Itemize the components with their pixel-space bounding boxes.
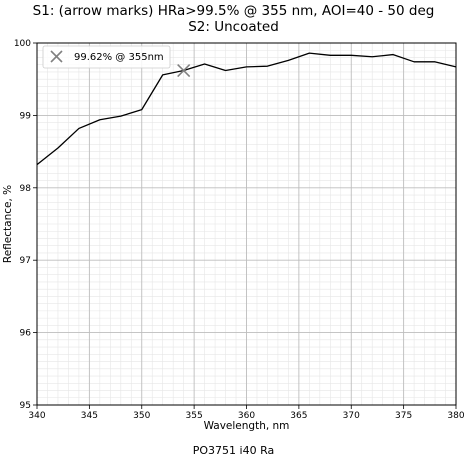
- x-tick-label: 375: [395, 411, 412, 421]
- y-tick-label: 100: [14, 39, 31, 49]
- x-tick-label: 340: [28, 411, 45, 421]
- legend-box: [42, 45, 171, 69]
- plot-frame: [36, 42, 457, 406]
- marker-x-icon: [177, 63, 191, 78]
- chart-title-line-2: S2: Uncoated: [188, 19, 279, 35]
- chart-title-line-1: S1: (arrow marks) HRa>99.5% @ 355 nm, AO…: [33, 3, 435, 19]
- legend: 99.62% @ 355nm: [42, 45, 171, 69]
- x-tick-label: 355: [186, 411, 203, 421]
- series-layer: [36, 52, 457, 166]
- y-tick-label: 98: [20, 184, 32, 194]
- reflectance-series-line: [36, 52, 457, 166]
- x-tick-label: 345: [81, 411, 98, 421]
- legend-label: 99.62% @ 355nm: [74, 52, 164, 63]
- y-tick-label: 95: [20, 401, 31, 411]
- y-axis-label: Reflectance, %: [2, 185, 14, 263]
- x-tick-label: 380: [447, 411, 464, 421]
- x-tick-label: 350: [133, 411, 150, 421]
- x-tick-label: 370: [343, 411, 360, 421]
- legend-x-marker-icon: [50, 50, 63, 63]
- x-tick-label: 365: [290, 411, 307, 421]
- x-axis-label: Wavelength, nm: [204, 420, 290, 432]
- y-tick-label: 97: [20, 256, 31, 266]
- axis-ticks: 340 345 350 355 360 365 370 375 380 95 96 97 98 99 100: [14, 39, 465, 421]
- y-tick-label: 99: [20, 111, 32, 121]
- highlight-marker: [177, 63, 191, 78]
- y-tick-label: 96: [20, 329, 32, 339]
- x-tick-label: 360: [238, 411, 255, 421]
- footer-label: PO3751 i40 Ra: [193, 444, 274, 457]
